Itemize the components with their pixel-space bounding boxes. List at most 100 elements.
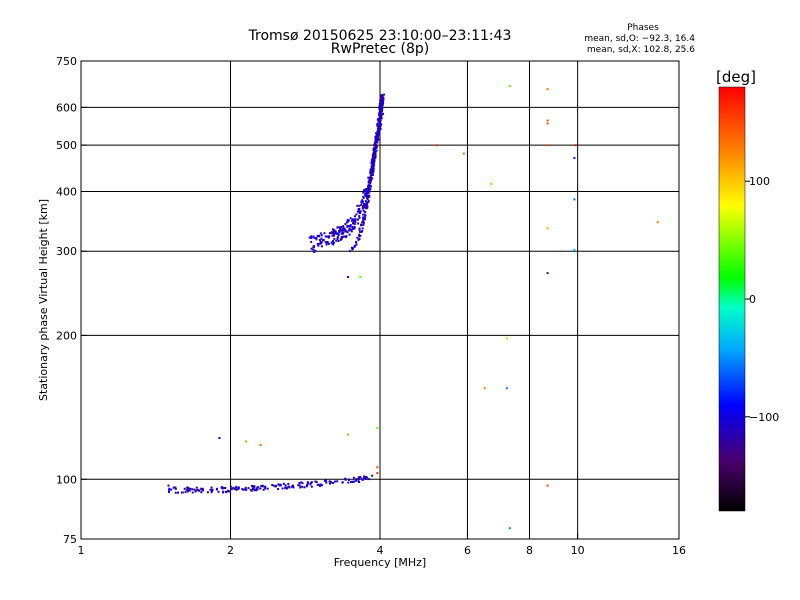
e-trace-point — [202, 489, 205, 492]
f-trace-x-point — [358, 204, 361, 207]
e-trace-point — [247, 487, 250, 490]
x-tick-label: 4 — [377, 544, 384, 557]
f-trace-o-point — [364, 217, 367, 220]
e-trace-point — [316, 483, 319, 486]
f-trace-o-point — [365, 203, 368, 206]
scatter-point — [435, 144, 438, 147]
f-trace-o-point — [348, 250, 351, 253]
f-trace-x-point — [322, 239, 325, 241]
f-trace-o-point — [362, 213, 365, 216]
e-trace-point — [298, 482, 301, 484]
f-trace-x-point — [351, 225, 354, 228]
f-trace-x-point — [342, 228, 345, 231]
f-trace-o-point — [356, 236, 359, 239]
scatter-point — [218, 437, 221, 439]
e-trace-point — [348, 478, 350, 481]
e-trace-point — [357, 476, 360, 479]
e-trace-point — [183, 487, 186, 490]
f-trace-x-point — [351, 218, 354, 221]
f-trace-o-point — [366, 198, 369, 201]
e-trace-point — [253, 489, 256, 492]
y-axis-label: Stationary phase Virtual Height [km] — [37, 199, 50, 401]
e-trace-point — [174, 491, 177, 494]
f-trace-x-point — [357, 218, 359, 221]
e-trace-point — [227, 489, 230, 492]
f-trace-o-point — [378, 114, 381, 117]
f-trace-x-point — [326, 235, 328, 238]
e-trace-point — [303, 486, 306, 489]
f-trace-x-point — [319, 232, 322, 235]
e-trace-point — [357, 477, 360, 480]
e-trace-point — [314, 480, 317, 483]
stats-heading: Phases — [627, 23, 659, 33]
e-trace-point — [282, 482, 285, 485]
f-trace-x-point — [340, 237, 343, 240]
e-trace-point — [260, 485, 263, 487]
f-trace-o-point — [362, 209, 365, 212]
e-trace-point — [368, 478, 371, 481]
f-trace-x-point — [332, 230, 335, 233]
y-axis-ticks: 75 100 200 300 400 500 600 750 — [56, 55, 87, 546]
y-tick-label: 200 — [56, 329, 77, 342]
e-trace-point — [341, 481, 344, 484]
f-trace-x-point — [338, 226, 341, 229]
e-trace-point — [325, 481, 328, 484]
e-trace-point — [301, 485, 304, 488]
f-trace-x-point — [352, 222, 355, 224]
f-trace-o-point — [367, 191, 370, 194]
e-trace-point — [250, 484, 253, 487]
f-trace-x-point — [375, 149, 378, 152]
e-trace-point — [191, 488, 194, 491]
f-trace-x-point — [318, 234, 321, 237]
data-points — [167, 85, 659, 530]
f-trace-x-point — [361, 205, 364, 208]
f-trace-x-point — [380, 117, 383, 120]
f-trace-o-point — [371, 174, 374, 176]
f-trace-x-point — [358, 211, 361, 213]
f-trace-x-point — [380, 123, 383, 126]
e-trace-point — [253, 485, 256, 488]
f-trace-x-point — [354, 221, 357, 224]
f-trace-o-point — [381, 110, 383, 113]
x-axis-ticks: 1 2 4 6 8 10 16 — [78, 533, 686, 557]
f-trace-o-point — [367, 201, 370, 204]
f-trace-x-point — [378, 120, 381, 123]
e-trace-point — [225, 491, 228, 494]
f-trace-o-point — [377, 117, 380, 120]
f-trace-x-point — [346, 220, 349, 223]
f-trace-o-point — [367, 180, 370, 183]
e-trace-point — [230, 488, 233, 491]
f-trace-x-point — [319, 240, 322, 243]
scatter-point — [167, 484, 170, 487]
e-trace-point — [235, 488, 238, 491]
scatter-point — [546, 272, 549, 275]
scatter-point — [347, 276, 350, 278]
colorbar-label: [deg] — [716, 68, 756, 86]
e-trace-point — [309, 483, 312, 486]
e-trace-point — [252, 487, 255, 490]
f-trace-x-point — [370, 167, 373, 170]
f-trace-o-point — [366, 205, 369, 208]
f-trace-x-point — [328, 235, 331, 238]
f-trace-x-point — [367, 176, 370, 179]
e-trace-point — [255, 489, 258, 492]
f-trace-x-point — [330, 241, 333, 244]
f-trace-o-point — [375, 134, 378, 137]
f-trace-o-point — [366, 194, 369, 197]
f-trace-x-point — [372, 164, 374, 167]
e-trace-point — [307, 482, 310, 485]
e-trace-point — [216, 488, 218, 491]
scatter-point — [508, 85, 511, 87]
f-trace-x-point — [327, 242, 330, 245]
e-trace-point — [310, 485, 313, 488]
f-trace-x-point — [341, 229, 344, 232]
e-trace-point — [292, 484, 294, 487]
scatter-point — [505, 387, 508, 390]
scatter-point — [359, 276, 362, 278]
e-trace-point — [355, 478, 358, 480]
e-trace-point — [206, 491, 209, 494]
f-trace-o-point — [362, 220, 365, 222]
f-trace-x-point — [337, 234, 340, 237]
e-trace-point — [250, 489, 253, 492]
f-trace-x-point — [336, 236, 339, 239]
